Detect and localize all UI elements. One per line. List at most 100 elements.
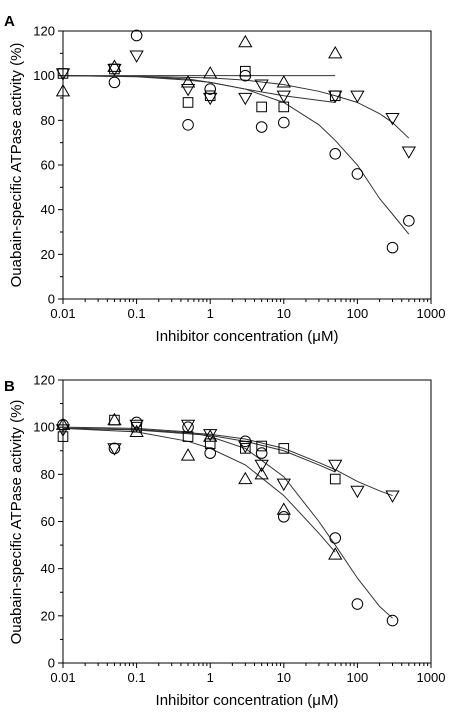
data-point-triangle-down [401, 146, 417, 159]
fit-curve-square [62, 75, 336, 103]
data-point-circle [278, 510, 290, 523]
data-point-triangle-up [55, 84, 71, 97]
data-point-triangle-down [55, 424, 71, 437]
data-point-triangle-up [276, 502, 291, 515]
y-tick-label: 100 [33, 68, 55, 83]
data-point-circle [204, 447, 216, 459]
x-tick-label: 0.01 [50, 670, 75, 685]
x-tick-label: 1 [207, 306, 214, 321]
data-point-triangle-up [238, 34, 253, 48]
data-point-circle [130, 29, 143, 42]
x-tick-label: 0.1 [128, 670, 146, 685]
x-tick-label: 10 [277, 306, 291, 321]
fit-curve-triangle-down [62, 75, 410, 139]
data-point-triangle-up [203, 66, 218, 79]
data-point-square [278, 101, 290, 113]
data-point-square [57, 431, 69, 442]
data-point-triangle-down [203, 429, 218, 442]
data-point-triangle-up [55, 417, 71, 430]
data-point-triangle-up [129, 424, 144, 437]
y-tick-label: 120 [33, 24, 55, 39]
y-tick-label: 100 [33, 420, 55, 435]
data-point-square [278, 443, 290, 454]
data-point-triangle-down [180, 419, 196, 433]
fit-curve-triangle-down [62, 427, 393, 497]
x-tick-label: 0.1 [128, 306, 146, 321]
data-point-triangle-up [328, 46, 343, 59]
data-point-triangle-down [328, 90, 343, 104]
x-tick-label: 1000 [417, 306, 446, 321]
data-point-triangle-down [350, 90, 365, 104]
data-point-square [329, 473, 341, 485]
data-point-triangle-down [254, 79, 269, 92]
data-point-circle [278, 116, 290, 129]
data-point-circle [329, 148, 342, 160]
data-point-circle [351, 598, 364, 610]
data-point-triangle-down [180, 83, 196, 97]
data-point-triangle-down [107, 443, 122, 456]
y-tick-label: 20 [41, 608, 55, 623]
data-point-circle [403, 215, 415, 227]
data-point-triangle-up [180, 448, 196, 461]
data-point-triangle-up [276, 75, 291, 88]
y-axis-label: Ouabain-specific ATPase activity (%) [8, 43, 25, 288]
data-point-square [204, 438, 216, 449]
data-point-triangle-down [350, 485, 365, 499]
data-point-triangle-down [276, 90, 291, 104]
data-point-triangle-up [254, 467, 269, 480]
data-point-circle [351, 168, 364, 180]
data-point-triangle-down [238, 440, 253, 454]
data-point-triangle-down [129, 419, 144, 433]
y-tick-label: 20 [41, 247, 55, 262]
x-tick-label: 100 [347, 670, 369, 685]
data-point-triangle-up [107, 412, 122, 426]
data-point-triangle-down [238, 92, 253, 106]
data-point-triangle-down [107, 63, 122, 77]
fit-curve-square [62, 427, 336, 473]
fit-curve-circle [62, 426, 393, 619]
y-tick-label: 0 [48, 656, 55, 671]
y-tick-label: 40 [41, 202, 55, 217]
chart-panel-b: B 0 20 40 60 80 100 120 0.01 0.1 1 10 100 1000 Inhibit… [4, 373, 445, 710]
data-point-circle [108, 76, 121, 89]
y-tick-label: 60 [41, 514, 55, 529]
data-point-square [182, 97, 194, 108]
y-tick-label: 0 [48, 292, 55, 307]
data-point-square [240, 65, 251, 77]
data-point-circle [386, 614, 399, 627]
x-axis-label: Inhibitor concentration (μM) [156, 692, 339, 709]
data-point-triangle-down [385, 490, 400, 503]
x-axis-label: Inhibitor concentration (μM) [156, 328, 339, 345]
fit-curve-circle [62, 75, 410, 235]
y-tick-label: 80 [41, 113, 55, 128]
data-point-circle [182, 421, 194, 433]
y-axis-label: Ouabain-specific ATPase activity (%) [8, 400, 25, 645]
data-point-square [256, 101, 267, 113]
data-point-triangle-down [129, 50, 144, 63]
data-point-triangle-up [180, 75, 196, 88]
y-tick-label: 80 [41, 467, 55, 482]
panel-label: A [4, 13, 15, 30]
x-tick-label: 1 [207, 670, 214, 685]
panel-label: B [4, 378, 15, 395]
data-point-triangle-up [107, 59, 122, 72]
data-point-circle [255, 447, 268, 459]
data-point-triangle-up [238, 471, 253, 485]
x-tick-label: 1000 [417, 670, 446, 685]
chart-panel-a: A 0 20 40 60 80 100 120 0.01 0.1 1 10 100 1000 Inhibit… [4, 13, 445, 345]
plot-frame [62, 379, 432, 664]
x-tick-label: 0.01 [50, 306, 75, 321]
data-point-square [256, 440, 267, 452]
data-point-triangle-down [203, 92, 218, 106]
data-point-triangle-down [328, 459, 343, 473]
y-tick-label: 60 [41, 158, 55, 173]
data-point-circle [204, 83, 216, 95]
x-tick-label: 100 [347, 306, 369, 321]
fit-curve-triangle-up [62, 427, 336, 553]
data-point-circle [386, 241, 399, 254]
y-tick-label: 40 [41, 561, 55, 576]
data-point-triangle-down [385, 113, 400, 126]
x-tick-label: 10 [277, 670, 291, 685]
